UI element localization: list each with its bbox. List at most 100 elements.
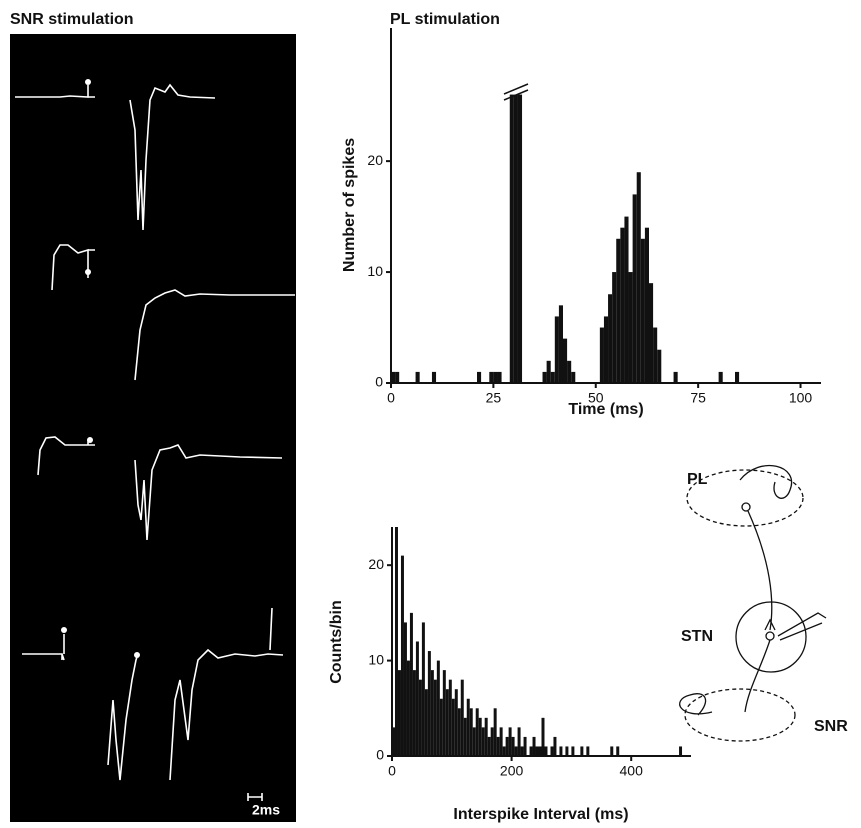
histogram-bar [427, 651, 431, 756]
histogram-bar [558, 305, 563, 383]
histogram-bar [559, 746, 563, 756]
y-tick-label: 0 [376, 747, 384, 763]
histogram-bar [490, 727, 494, 756]
histogram-bar [442, 670, 446, 756]
region-label: SNR [814, 718, 848, 735]
histogram-bar [436, 660, 440, 756]
histogram-bar [509, 94, 514, 383]
histogram-bar [653, 327, 658, 383]
histogram-bar [628, 272, 633, 383]
histogram-bar [532, 736, 536, 756]
histogram-bar [538, 746, 542, 756]
y-tick-label: 20 [367, 152, 383, 168]
histogram-bar [511, 736, 515, 756]
histogram-bar [391, 371, 396, 383]
histogram-bar [546, 360, 551, 383]
histogram-bar [620, 227, 625, 383]
histogram-bar [563, 338, 568, 383]
x-axis-label: Time (ms) [568, 401, 643, 418]
histogram-bar [508, 727, 512, 756]
histogram-bar [496, 736, 500, 756]
histogram-bar [616, 238, 621, 383]
histogram-bar [550, 371, 555, 383]
histogram-bar [430, 670, 434, 756]
x-tick-label: 75 [690, 390, 706, 406]
histogram-bar [487, 736, 491, 756]
histogram-bar [505, 736, 509, 756]
histogram-bar [608, 294, 613, 383]
histogram-bar [624, 216, 629, 383]
histogram-bar [466, 698, 470, 756]
histogram-bar [448, 679, 452, 756]
histogram-bar [454, 689, 458, 756]
histogram-bar [580, 746, 584, 756]
scale-label: 2ms [252, 802, 280, 818]
histogram-bar [418, 679, 422, 756]
histogram-bar [445, 689, 449, 756]
histogram-bar [499, 727, 503, 756]
histogram-bar [612, 272, 617, 383]
histogram-bar [544, 746, 548, 756]
histogram-bar [412, 670, 416, 756]
histogram-bar [567, 360, 572, 383]
y-tick-label: 10 [367, 263, 383, 279]
histogram-bar [636, 172, 641, 383]
trace-panel [10, 34, 296, 822]
histogram-bar [571, 371, 576, 383]
histogram-bar [649, 283, 654, 383]
histogram-bar [395, 371, 400, 383]
histogram-bar [517, 94, 523, 383]
histogram-bar [565, 746, 569, 756]
histogram-bar [599, 327, 604, 383]
histogram-bar [477, 371, 482, 383]
histogram-bar [673, 371, 678, 383]
histogram-bar [644, 227, 649, 383]
histogram-bar [439, 698, 443, 756]
x-tick-label: 0 [388, 763, 396, 779]
y-axis-label: Counts/bin [328, 600, 345, 684]
y-tick-label: 0 [375, 374, 383, 390]
histogram-bar [460, 679, 464, 756]
x-tick-label: 0 [387, 390, 395, 406]
histogram-bar [523, 736, 527, 756]
histogram-bar [632, 194, 637, 383]
histogram-bar [640, 238, 645, 383]
circuit-diagram [679, 464, 827, 742]
histogram-bar [718, 371, 723, 383]
histogram-bar [535, 746, 539, 756]
histogram-bar [520, 746, 524, 756]
x-tick-label: 25 [486, 390, 502, 406]
histogram-bar [497, 371, 502, 383]
histogram-bar [409, 612, 413, 756]
traces [15, 79, 295, 801]
y-axis-label: Number of spikes [341, 138, 358, 272]
histogram-bar [484, 717, 488, 756]
histogram-bar [472, 727, 476, 756]
histogram-bar [554, 316, 559, 383]
histogram-bar [513, 94, 518, 383]
histogram-bar [514, 746, 518, 756]
x-tick-label: 50 [588, 390, 604, 406]
histogram-bar [457, 708, 461, 756]
x-tick-label: 100 [789, 390, 813, 406]
histogram-bar [392, 727, 395, 756]
histogram-bar [550, 746, 554, 756]
histogram-bar [463, 717, 467, 756]
histogram-bar [469, 708, 473, 756]
histogram-bar [493, 708, 497, 756]
histogram-bar [431, 371, 437, 383]
histogram-bar [433, 679, 437, 756]
histogram-bar [415, 641, 419, 756]
x-axis-label: Interspike Interval (ms) [453, 806, 628, 823]
histogram-bar [679, 746, 683, 756]
histogram-bar [502, 746, 506, 756]
histogram-bar [394, 527, 398, 756]
histogram-bar [415, 371, 420, 383]
histogram-bar [493, 371, 498, 383]
y-tick-label: 20 [368, 556, 384, 572]
histogram-bar [610, 746, 614, 756]
x-tick-label: 400 [620, 763, 644, 779]
histogram-bar [475, 708, 479, 756]
histogram-bar [451, 698, 455, 756]
